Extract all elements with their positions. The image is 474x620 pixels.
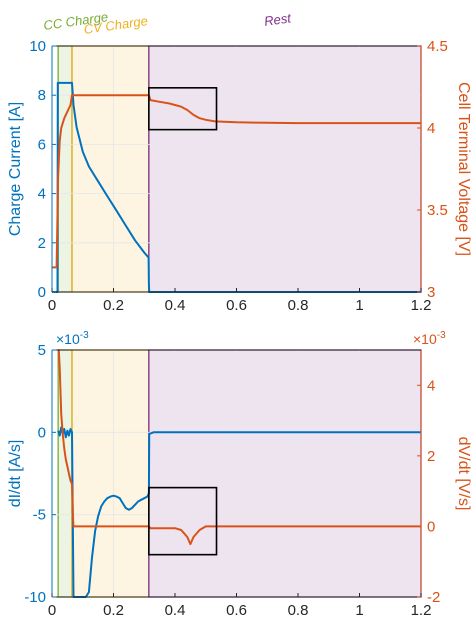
voltage-series-line	[57, 349, 421, 546]
right-exponent-base: ×10	[413, 331, 437, 347]
x-tick-label: 0.2	[103, 297, 124, 314]
right-tick-label: 3	[427, 284, 435, 301]
x-tick-label: 0	[48, 602, 56, 619]
right-exponent-power: -3	[437, 330, 446, 341]
x-tick-label: 0	[48, 297, 56, 314]
left-axis-title: dI/dt [A/s]	[7, 440, 24, 508]
voltage-series-line	[52, 94, 421, 269]
left-tick-label: 6	[38, 136, 46, 153]
left-tick-label: 5	[38, 342, 46, 359]
right-axis-title: dV/dt [V/s]	[455, 437, 472, 511]
left-tick-label: 10	[29, 38, 46, 55]
region-label-rest-region: Rest	[263, 10, 293, 29]
x-tick-label: 0.4	[165, 602, 186, 619]
bottom-panel: 0 0.2 0.4 0.6 0.8 1 1.2 -10 -5 0 5 -2 0 2 4 dI/dt [A/s]…	[7, 330, 472, 619]
right-tick-label: -2	[427, 589, 440, 606]
x-tick-label: 1	[355, 602, 363, 619]
left-tick-label: -5	[33, 507, 46, 524]
region-rest-region	[148, 45, 422, 293]
top-panel: 0 0.2 0.4 0.6 0.8 1 1.2 0 2 4 6 8 10 3 3.5 4 4.5 Charge C…	[7, 9, 472, 314]
left-tick-label: 2	[38, 235, 46, 252]
x-tick-label: 1	[355, 297, 363, 314]
right-exponent-label: ×10-3	[413, 330, 446, 347]
right-tick-label: 2	[427, 448, 435, 465]
left-exponent-label: ×10-3	[56, 330, 89, 347]
x-tick-label: 0.6	[226, 602, 247, 619]
right-tick-label: 4	[427, 377, 435, 394]
current-series-line	[52, 81, 421, 293]
right-tick-label: 0	[427, 518, 435, 535]
left-tick-label: -10	[24, 589, 46, 606]
x-tick-label: 0.8	[288, 297, 309, 314]
right-tick-label: 3.5	[427, 202, 448, 219]
right-tick-label: 4.5	[427, 38, 448, 55]
region-cv-region	[71, 349, 150, 598]
x-tick-label: 0.8	[288, 602, 309, 619]
region-rest-region	[148, 349, 422, 598]
left-tick-label: 4	[38, 186, 46, 203]
zoom-box	[148, 87, 218, 131]
right-tick-label: 4	[427, 120, 435, 137]
x-tick-label: 0.2	[103, 602, 124, 619]
left-tick-label: 8	[38, 87, 46, 104]
x-tick-label: 1.2	[411, 602, 432, 619]
x-tick-label: 0.4	[165, 297, 186, 314]
left-tick-label: 0	[38, 284, 46, 301]
region-cv-region	[71, 45, 150, 293]
current-series-line	[57, 426, 421, 598]
left-tick-label: 0	[38, 424, 46, 441]
x-tick-label: 0.6	[226, 297, 247, 314]
left-exponent-power: -3	[80, 330, 89, 341]
x-tick-label: 1.2	[411, 297, 432, 314]
left-exponent-base: ×10	[56, 331, 80, 347]
zoom-box	[148, 486, 218, 556]
left-axis-title: Charge Current [A]	[7, 102, 24, 236]
right-axis-title: Cell Terminal Voltage [V]	[455, 82, 472, 256]
